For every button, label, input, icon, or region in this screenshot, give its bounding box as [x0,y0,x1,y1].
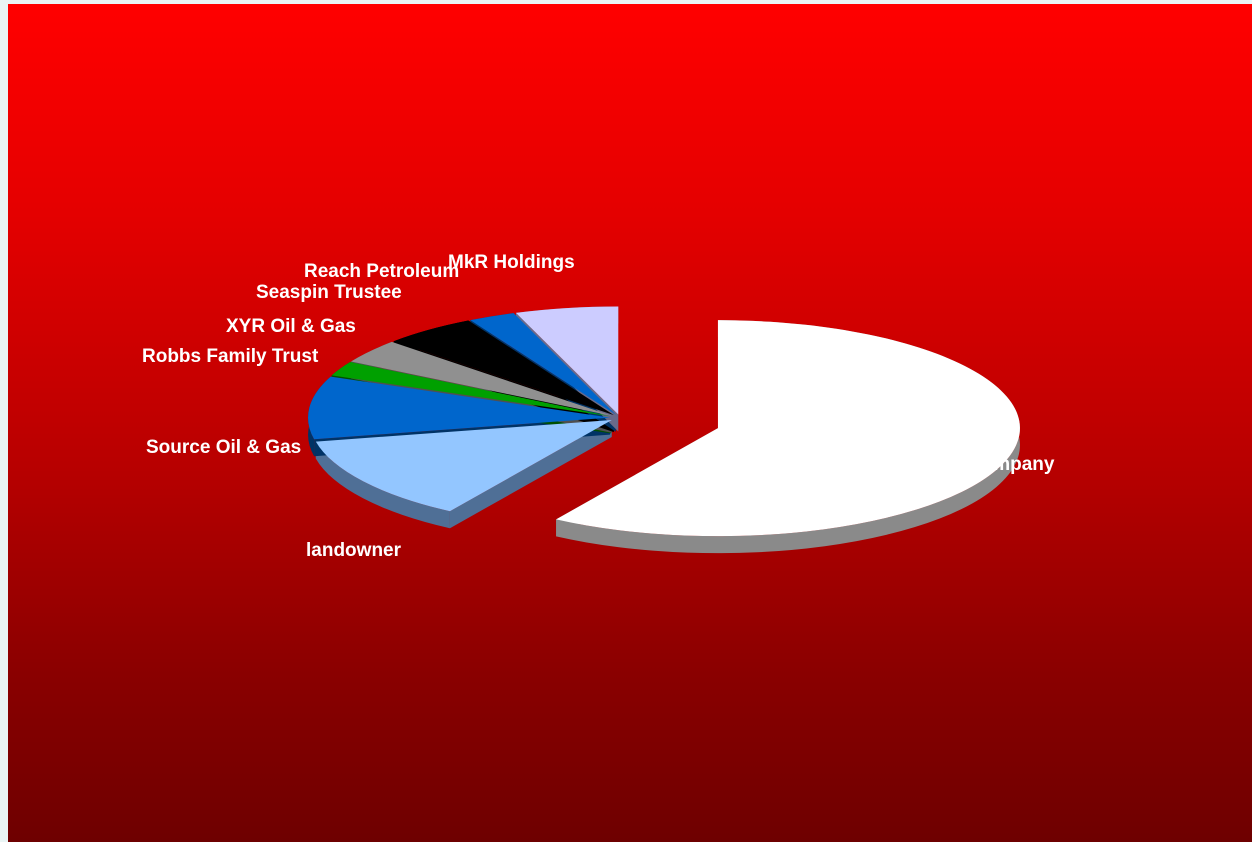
slice-label-3: Robbs Family Trust [142,346,319,367]
slice-label-7: MkR Holdings [448,252,575,273]
slice-0 [556,320,1020,537]
slice-tops [308,306,1020,537]
slice-label-1: landowner [306,540,402,561]
slice-labels: gas company landowner Source Oil & Gas Robb… [142,252,1055,561]
slice-side-0 [556,320,1020,554]
slice-label-2: Source Oil & Gas [146,437,301,458]
slice-1 [315,420,612,512]
slice-label-5: Seaspin Trustee [256,282,402,303]
slice-label-4: XYR Oil & Gas [226,316,356,337]
slice-side-1 [315,441,450,529]
slice-2 [308,376,611,440]
chart-area: gas company landowner Source Oil & Gas Robb… [8,4,1252,842]
slice-7 [515,306,619,415]
slice-3 [331,362,612,417]
pie-chart: gas company landowner Source Oil & Gas Robb… [142,252,1055,561]
slice-label-0: gas company [933,454,1055,475]
slice-6 [470,313,616,415]
slice-label-6: Reach Petroleum [304,261,459,282]
slice-5 [393,320,614,416]
slice-4 [351,341,612,416]
